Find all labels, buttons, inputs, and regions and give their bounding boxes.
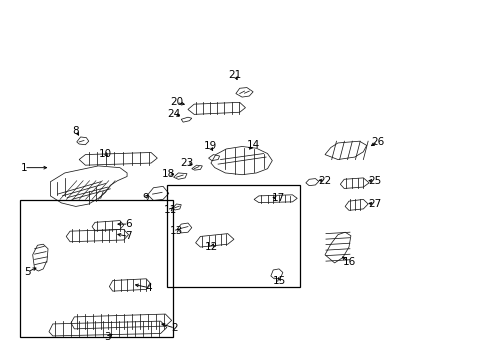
Text: 26: 26 [370,137,384,147]
Text: 16: 16 [342,257,355,267]
Text: 12: 12 [205,242,218,252]
Text: 2: 2 [171,323,178,333]
Text: 21: 21 [228,70,241,80]
Text: 6: 6 [125,219,132,229]
Text: 7: 7 [125,231,132,242]
Text: 13: 13 [169,226,183,236]
Text: 25: 25 [367,176,381,186]
Text: 23: 23 [180,158,193,168]
Text: 5: 5 [24,267,31,277]
Text: 10: 10 [99,149,112,158]
Text: 14: 14 [246,140,259,150]
Text: 22: 22 [318,176,331,186]
Text: 11: 11 [163,205,177,215]
Text: 17: 17 [271,193,284,203]
Text: 18: 18 [162,168,175,179]
Text: 8: 8 [72,126,79,136]
Text: 19: 19 [203,141,216,152]
Text: 4: 4 [145,283,152,293]
Bar [20,200,172,337]
Text: 9: 9 [142,193,148,203]
Bar [166,185,300,287]
Text: 20: 20 [169,98,183,107]
Text: 27: 27 [367,199,381,209]
Text: 15: 15 [272,275,285,285]
Text: 3: 3 [104,332,111,342]
Text: 1: 1 [20,163,27,173]
Text: 24: 24 [166,109,180,119]
